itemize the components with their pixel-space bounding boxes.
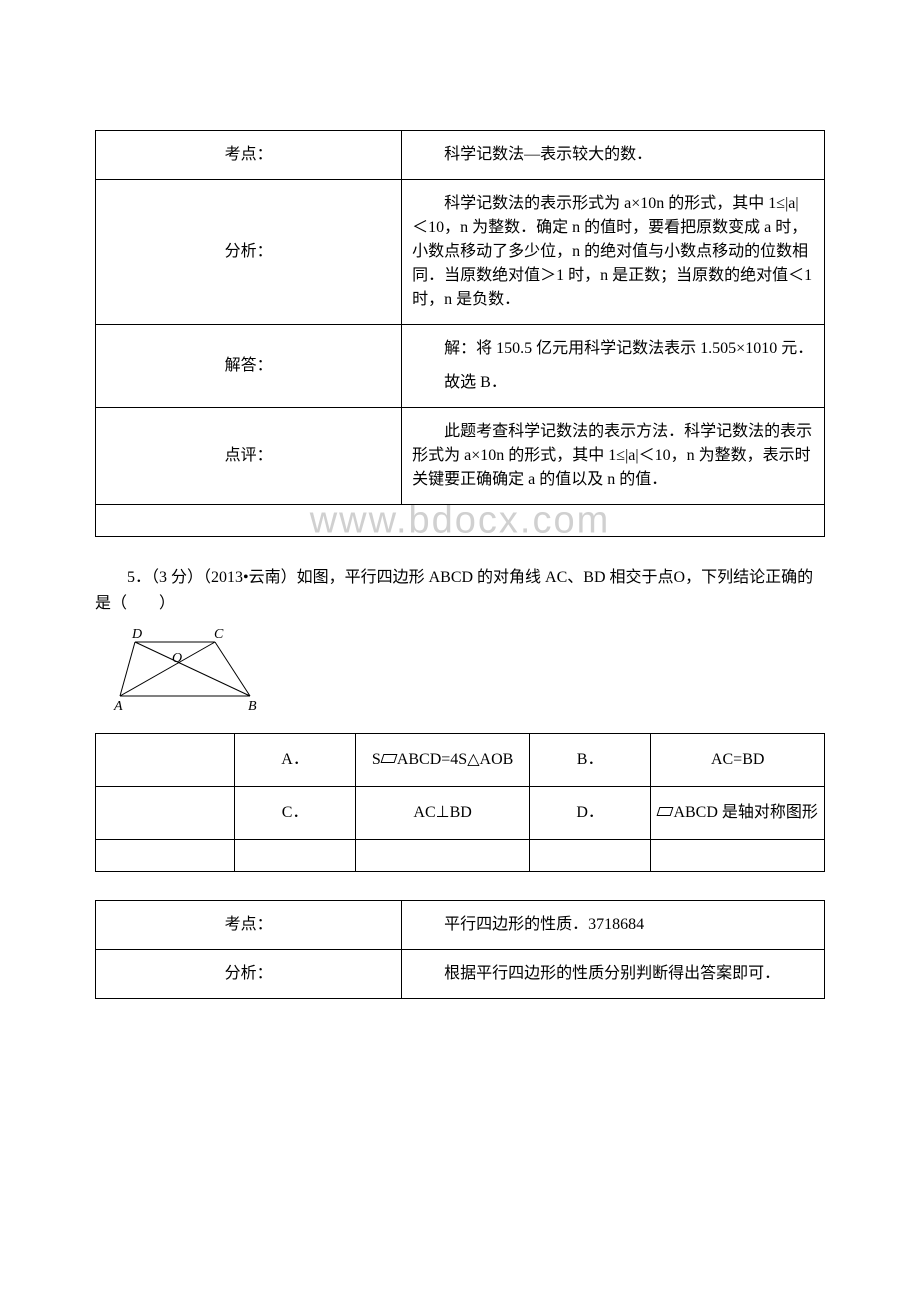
question-5-text: 5．（3 分）（2013•云南）如图，平行四边形 ABCD 的对角线 AC、BD… <box>95 565 825 616</box>
row-content: 科学记数法—表示较大的数． <box>402 131 825 180</box>
diagram-svg: D C A B O <box>110 628 275 716</box>
options-table: A． SABCD=4S△AOB B． AC=BD C． AC⊥BD D． ABC… <box>95 733 825 872</box>
row-content: 解：将 150.5 亿元用科学记数法表示 1.505×1010 元． 故选 B． <box>402 325 825 408</box>
option-letter-a: A． <box>234 734 355 787</box>
point-d: D <box>131 628 142 642</box>
option-letter-d: D． <box>529 787 650 840</box>
row-label: 分析： <box>96 950 402 999</box>
empty-cell <box>96 840 235 872</box>
parallelogram-diagram: D C A B O <box>110 628 825 721</box>
row-content: 根据平行四边形的性质分别判断得出答案即可． <box>402 950 825 999</box>
row-label: 解答： <box>96 325 402 408</box>
option-a-content: SABCD=4S△AOB <box>356 734 530 787</box>
option-b-content: AC=BD <box>651 734 825 787</box>
option-d-content: ABCD 是轴对称图形 <box>651 787 825 840</box>
empty-cell <box>529 840 650 872</box>
point-o: O <box>172 651 182 666</box>
option-letter-c: C． <box>234 787 355 840</box>
option-blank <box>96 787 235 840</box>
option-letter-b: B． <box>529 734 650 787</box>
row-label: 考点： <box>96 901 402 950</box>
empty-cell <box>356 840 530 872</box>
row-label: 分析： <box>96 180 402 325</box>
row-label: 考点： <box>96 131 402 180</box>
empty-cell <box>651 840 825 872</box>
row-content: 此题考查科学记数法的表示方法．科学记数法的表示形式为 a×10n 的形式，其中 … <box>402 408 825 505</box>
analysis-table-2: 考点： 平行四边形的性质．3718684 分析： 根据平行四边形的性质分别判断得… <box>95 900 825 999</box>
point-c: C <box>214 628 224 642</box>
point-a: A <box>113 699 123 714</box>
option-blank <box>96 734 235 787</box>
row-label: 点评： <box>96 408 402 505</box>
option-c-content: AC⊥BD <box>356 787 530 840</box>
point-b: B <box>248 699 257 714</box>
watermark-row: www.bdocx.com <box>96 505 825 537</box>
empty-cell <box>234 840 355 872</box>
row-content: 平行四边形的性质．3718684 <box>402 901 825 950</box>
analysis-table-1: 考点： 科学记数法—表示较大的数． 分析： 科学记数法的表示形式为 a×10n … <box>95 130 825 537</box>
row-content: 科学记数法的表示形式为 a×10n 的形式，其中 1≤|a|＜10，n 为整数．… <box>402 180 825 325</box>
